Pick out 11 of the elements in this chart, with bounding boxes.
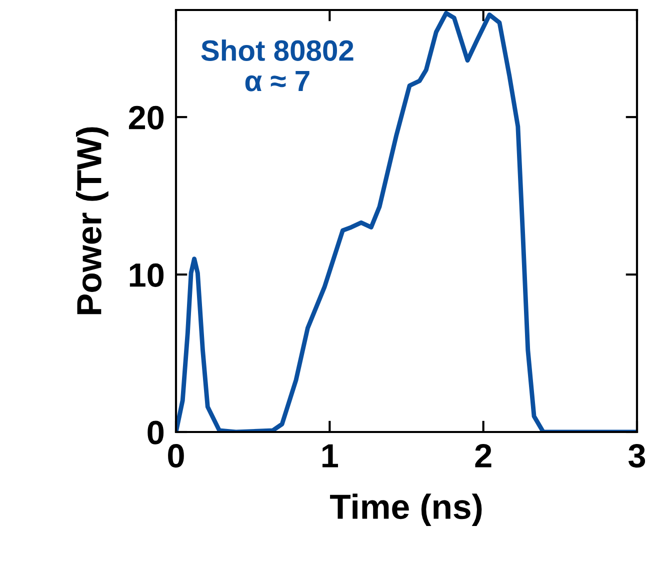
x-tick-label: 3 — [628, 444, 646, 468]
x-tick-label: 1 — [322, 444, 338, 468]
y-axis-title: Power (TW) — [76, 127, 108, 314]
y-tick-label: 20 — [128, 106, 164, 130]
line-series — [176, 10, 637, 432]
x-tick-label: 0 — [168, 444, 184, 468]
x-axis-title: Time (ns) — [330, 494, 482, 526]
annotation: Shot 80802 α ≈ 7 — [201, 40, 354, 92]
y-tick-label: 0 — [148, 420, 164, 444]
y-tick-label: 10 — [130, 263, 164, 287]
x-tick-label: 2 — [475, 444, 492, 468]
